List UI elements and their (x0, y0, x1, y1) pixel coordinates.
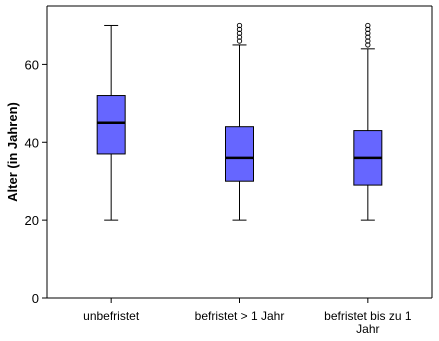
axes (42, 5, 433, 303)
x-category-label: unbefristet (83, 309, 140, 323)
outlier-point (365, 38, 371, 44)
outlier-point (365, 22, 371, 29)
y-tick-label: 40 (25, 135, 39, 150)
y-axis-title: Alter (in Jahren) (5, 102, 20, 202)
box-iqr (225, 126, 254, 182)
labels: 0 20 40 60 Alter (in Jahren) unbefristet befri… (5, 57, 412, 336)
x-category-label: befristet bis zu 1 (324, 309, 412, 323)
outlier-point (365, 42, 371, 48)
y-tick-label: 60 (25, 57, 39, 72)
outlier-point (236, 26, 243, 33)
x-category-label: befristet > 1 Jahr (195, 309, 285, 323)
outlier-point (236, 38, 243, 44)
outlier-point (236, 34, 243, 40)
outlier-point (365, 34, 371, 40)
outlier-point (365, 30, 371, 36)
box-iqr (96, 95, 126, 155)
boxes (96, 22, 383, 221)
outlier-point (236, 30, 243, 36)
outlier-point (236, 22, 243, 29)
y-tick-label: 20 (25, 213, 39, 228)
outlier-point (365, 26, 371, 33)
x-category-label: Jahr (356, 322, 379, 336)
y-tick-label: 0 (32, 291, 39, 306)
